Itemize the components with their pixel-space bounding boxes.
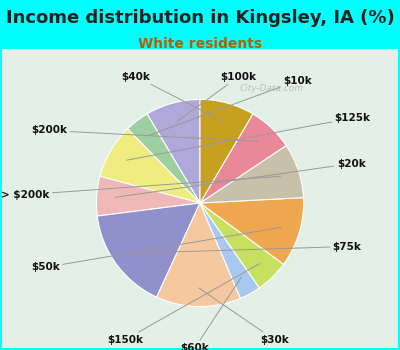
Text: $20k: $20k [115, 159, 366, 197]
Wedge shape [100, 129, 200, 203]
Wedge shape [200, 146, 304, 203]
Wedge shape [200, 203, 284, 288]
Wedge shape [200, 203, 259, 298]
Bar [2, 49, 398, 348]
Text: $10k: $10k [148, 76, 312, 136]
Text: $30k: $30k [199, 288, 289, 345]
Wedge shape [200, 198, 304, 264]
Wedge shape [128, 114, 200, 203]
Text: $125k: $125k [127, 113, 371, 160]
Text: $200k: $200k [31, 126, 258, 141]
Wedge shape [157, 203, 240, 307]
Text: $60k: $60k [180, 277, 241, 350]
Text: $150k: $150k [107, 264, 259, 345]
Wedge shape [200, 99, 253, 203]
Text: $75k: $75k [132, 241, 362, 253]
Text: > $200k: > $200k [2, 176, 281, 200]
Text: White residents: White residents [138, 37, 262, 51]
Wedge shape [200, 114, 286, 203]
Wedge shape [96, 176, 200, 216]
Wedge shape [97, 203, 200, 297]
Wedge shape [147, 99, 200, 203]
Text: $100k: $100k [178, 72, 257, 121]
Text: City-Data.com: City-Data.com [240, 84, 304, 93]
Text: $50k: $50k [31, 227, 281, 272]
Text: Income distribution in Kingsley, IA (%): Income distribution in Kingsley, IA (%) [6, 9, 394, 27]
Text: $40k: $40k [121, 72, 222, 121]
